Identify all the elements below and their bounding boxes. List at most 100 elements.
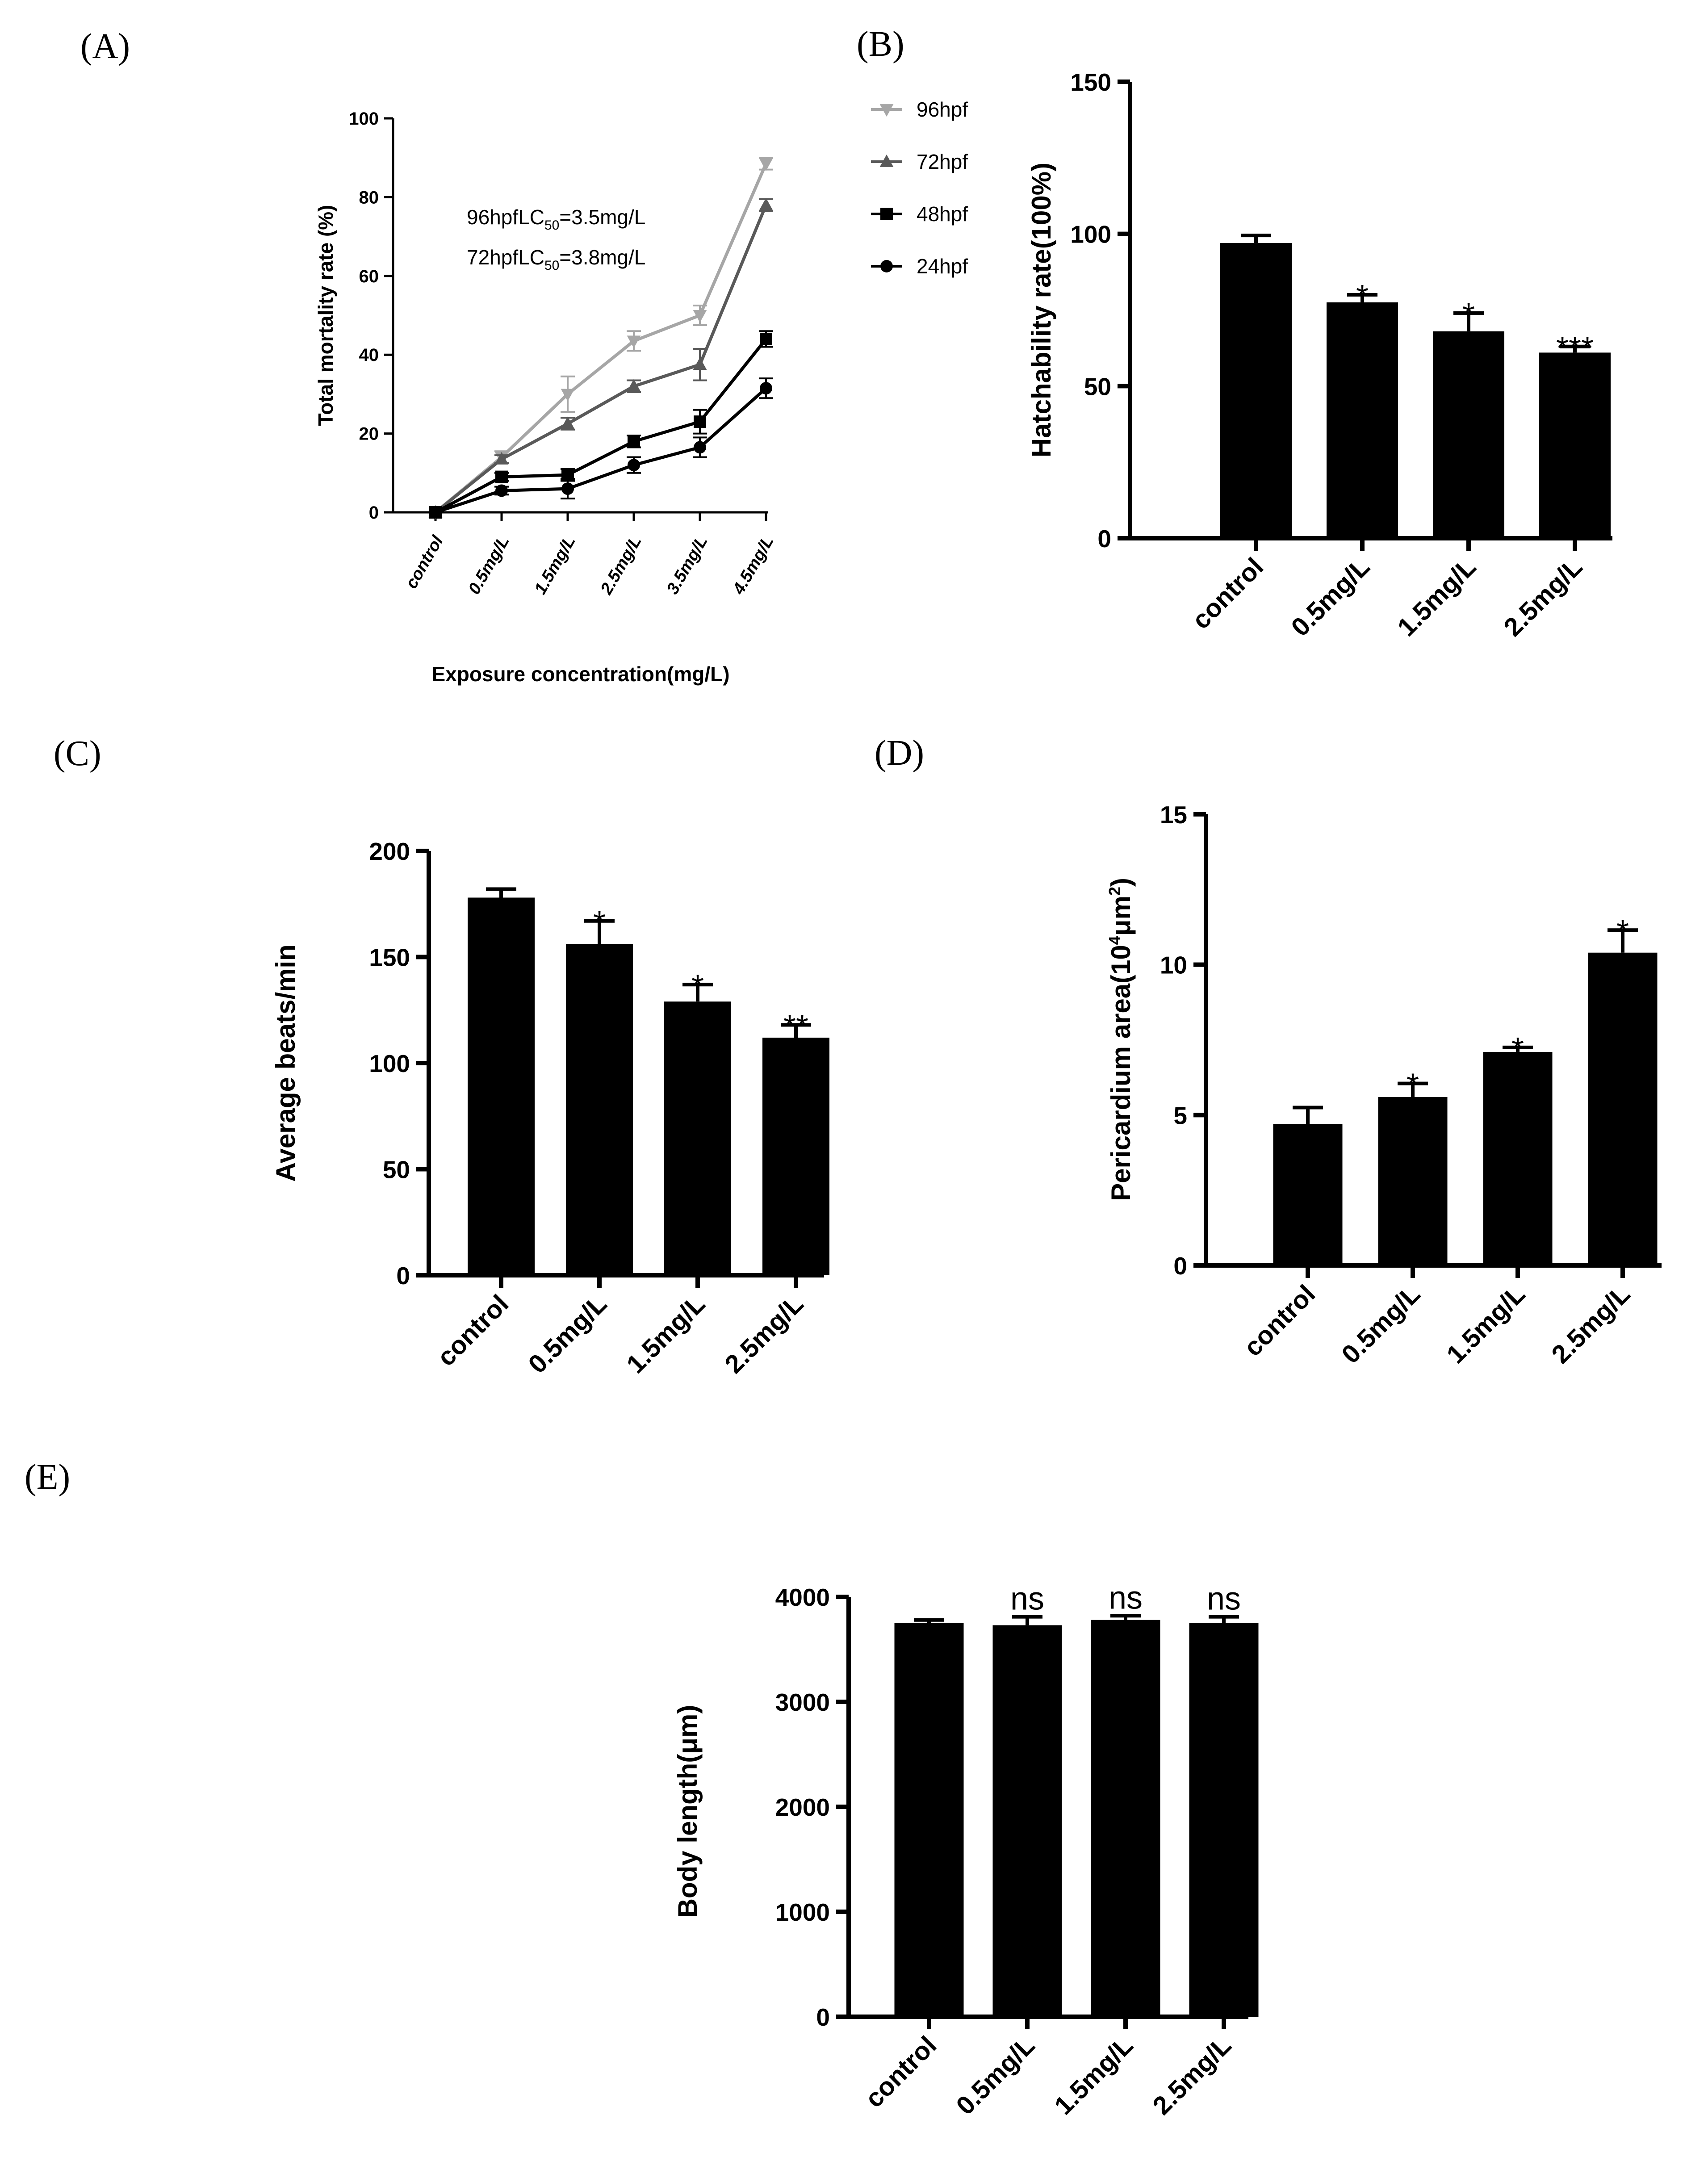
panel-e-bar-chart: (E) 0 1000 2000 3000 4000 control ns 0.5mg/L ns… [25, 1458, 1259, 2120]
a-point-72hpf [561, 416, 575, 429]
b-y-ticks: 0 50 100 150 [1070, 68, 1130, 553]
e-bars: control ns 0.5mg/L ns 1.5mg/L ns 2.5mg/L [859, 1580, 1259, 2120]
e-x-tick-label: 1.5mg/L [1049, 2031, 1139, 2120]
b-y-tick-label: 50 [1084, 373, 1111, 400]
b-bar [1433, 331, 1504, 538]
panel-label-d: (D) [875, 733, 924, 773]
panel-label-c: (C) [54, 734, 101, 773]
a-series-group [428, 157, 773, 520]
a-point-72hpf [759, 197, 773, 210]
d-y-ticks: 0 5 10 15 [1160, 801, 1206, 1280]
c-bar [468, 897, 535, 1275]
a-x-tick-label: 1.5mg/L [531, 533, 579, 598]
a-annotation-96hpf-lc50: 96hpfLC50=3.5mg/L [467, 205, 645, 233]
c-x-tick-label: 1.5mg/L [621, 1289, 711, 1379]
e-y-axis-title: Body length(μm) [673, 1705, 703, 1918]
a-x-tick-label: 2.5mg/L [597, 533, 645, 598]
a-x-tick-label: control [402, 532, 447, 592]
e-y-tick-label: 4000 [775, 1583, 830, 1611]
b-y-tick-label: 100 [1070, 221, 1111, 248]
a-y-axis-title: Total mortality rate (%) [314, 205, 337, 426]
a-point-24hpf [760, 382, 772, 395]
a-y-tick-label: 80 [359, 188, 379, 207]
d-significance-label: * [1511, 1031, 1524, 1067]
e-y-tick-label: 1000 [775, 1898, 830, 1926]
a-point-96hpf [627, 335, 641, 348]
a-y-ticks: 0 20 40 60 80 100 [349, 109, 393, 523]
a-legend-marker-48hpf [880, 208, 893, 220]
a-point-96hpf [693, 310, 707, 323]
a-point-72hpf [627, 379, 641, 392]
d-bar [1483, 1051, 1553, 1265]
a-y-tick-label: 0 [369, 503, 379, 523]
a-point-72hpf [494, 452, 509, 465]
a-series-line-24hpf [435, 387, 767, 514]
a-series-48hpf [429, 330, 773, 519]
a-legend: 96hpf 72hpf 48hpf 24hpf [871, 98, 968, 278]
d-significance-label: * [1616, 914, 1629, 950]
b-bars: control * 0.5mg/L * 1.5mg/L *** 2.5mg/L [1186, 234, 1611, 642]
b-x-tick-label: control [1186, 552, 1269, 635]
c-bar [566, 944, 633, 1275]
a-x-axis-title: Exposure concentration(mg/L) [431, 662, 729, 686]
a-point-24hpf [561, 482, 574, 495]
e-significance-label: ns [1010, 1581, 1044, 1617]
a-legend-marker-96hpf [879, 104, 894, 117]
c-significance-label: * [691, 968, 704, 1004]
d-y-axis-title: Pericardium area(104μm2) [1105, 878, 1136, 1201]
a-point-72hpf [693, 357, 707, 370]
a-point-24hpf [628, 459, 640, 472]
a-point-48hpf [495, 470, 508, 483]
d-y-tick-label: 10 [1160, 951, 1187, 979]
panel-a-line-chart: (A) 0 20 40 60 80 100 control 0.5mg/L 1.5mg/L 2.… [80, 27, 968, 686]
d-significance-label: * [1407, 1068, 1419, 1103]
a-x-tick-label: 3.5mg/L [663, 533, 712, 598]
a-y-tick-label: 20 [359, 424, 379, 444]
b-bar [1220, 243, 1292, 538]
panel-d-bar-chart: (D) 0 5 10 15 control * 0.5mg/L * 1.5mg/L * 2.5mg… [875, 733, 1662, 1369]
e-significance-label: ns [1109, 1580, 1143, 1616]
b-x-tick-label: 2.5mg/L [1498, 552, 1588, 642]
a-legend-label-24hpf: 24hpf [917, 255, 968, 278]
e-bar [894, 1623, 964, 2017]
a-point-24hpf [495, 484, 508, 497]
b-significance-label: * [1356, 279, 1369, 314]
d-y-tick-label: 15 [1160, 801, 1187, 829]
a-y-tick-label: 40 [359, 345, 379, 365]
a-x-tick-label: 4.5mg/L [729, 533, 778, 598]
d-y-tick-label: 0 [1173, 1252, 1187, 1280]
panel-b-bar-chart: (B) 0 50 100 150 control * 0.5mg/L * 1.5mg/L ***… [857, 25, 1612, 642]
a-legend-label-72hpf: 72hpf [917, 150, 968, 173]
c-significance-label: ** [783, 1009, 808, 1045]
e-y-tick-label: 2000 [775, 1793, 830, 1821]
e-x-tick-label: 0.5mg/L [950, 2031, 1040, 2120]
a-point-96hpf [561, 389, 575, 402]
a-point-24hpf [694, 441, 706, 454]
b-significance-label: *** [1556, 331, 1594, 366]
a-point-48hpf [694, 415, 706, 428]
panel-label-e: (E) [25, 1458, 70, 1497]
panel-label-b: (B) [857, 25, 904, 64]
b-x-tick-label: 0.5mg/L [1285, 552, 1375, 642]
a-y-tick-label: 60 [359, 267, 379, 286]
d-bar [1273, 1124, 1343, 1265]
e-y-ticks: 0 1000 2000 3000 4000 [775, 1583, 849, 2031]
e-significance-label: ns [1207, 1581, 1241, 1617]
a-series-line-72hpf [434, 204, 768, 514]
b-bar [1327, 302, 1398, 538]
b-y-tick-label: 150 [1070, 68, 1111, 96]
d-x-tick-label: 0.5mg/L [1336, 1279, 1426, 1369]
b-y-tick-label: 0 [1097, 525, 1111, 553]
b-bar [1539, 352, 1611, 538]
c-y-tick-label: 200 [369, 838, 410, 865]
panel-c-bar-chart: (C) 0 50 100 150 200 control * 0.5mg/L * 1.5mg/L… [54, 734, 829, 1379]
c-x-tick-label: control [431, 1289, 514, 1372]
a-point-24hpf [429, 506, 442, 519]
c-significance-label: * [593, 905, 606, 941]
a-point-48hpf [628, 435, 640, 448]
b-significance-label: * [1462, 297, 1475, 333]
d-y-tick-label: 5 [1173, 1102, 1187, 1129]
a-legend-marker-24hpf [880, 260, 893, 272]
panel-label-a: (A) [80, 27, 130, 66]
